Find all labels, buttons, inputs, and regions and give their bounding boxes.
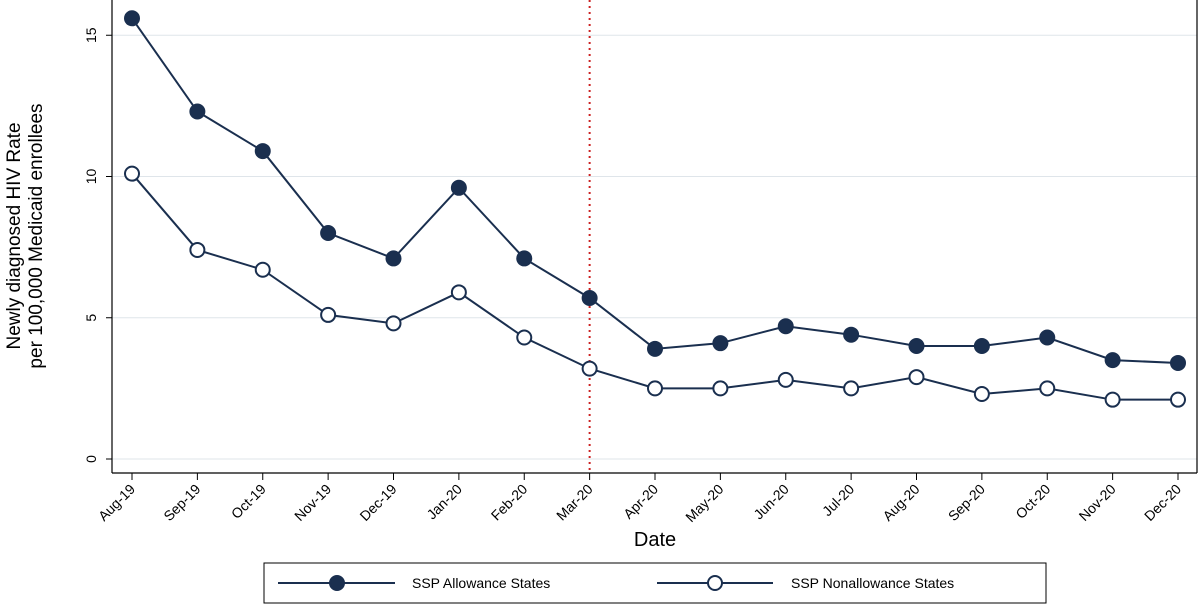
x-tick-label: Nov-19 — [291, 481, 334, 524]
x-tick-label: Nov-20 — [1076, 481, 1119, 524]
data-point — [254, 143, 271, 160]
y-tick-label: 0 — [83, 455, 99, 463]
x-tick-label: Dec-20 — [1141, 481, 1184, 524]
data-point — [1039, 329, 1056, 346]
data-point — [777, 371, 794, 388]
data-point — [189, 103, 206, 120]
data-point — [385, 315, 402, 332]
data-point — [973, 338, 990, 354]
x-tick-label: Apr-20 — [620, 481, 661, 522]
series-line-1 — [131, 173, 1178, 401]
data-point — [581, 360, 598, 377]
y-axis-title-line1: Newly diagnosed HIV Rate — [4, 122, 25, 349]
data-point — [973, 386, 990, 403]
legend-marker-allowance — [329, 575, 345, 591]
data-point — [516, 250, 533, 267]
x-tick-label: Jun-20 — [750, 481, 792, 523]
data-point — [254, 261, 271, 278]
x-tick-label: Dec-19 — [356, 481, 399, 524]
y-tick-label: 5 — [83, 314, 99, 322]
data-point — [450, 179, 467, 196]
data-point — [1170, 391, 1186, 408]
x-tick-label: Oct-19 — [228, 481, 269, 522]
x-tick-label: Aug-20 — [879, 481, 922, 524]
data-point — [320, 225, 337, 241]
data-point — [1104, 391, 1121, 408]
x-tick-label: Sep-19 — [160, 481, 203, 524]
data-point — [1104, 352, 1121, 369]
data-point — [1170, 354, 1186, 371]
gridlines — [112, 34, 1197, 460]
x-axis-title: Date — [634, 529, 676, 551]
data-point — [581, 289, 598, 306]
x-tick-label: Jul-20 — [819, 481, 857, 519]
data-point — [647, 340, 663, 357]
series-group — [124, 10, 1186, 408]
x-tick-label: Mar-20 — [553, 481, 596, 524]
legend-marker-nonallowance — [707, 575, 723, 591]
x-tick-label: Feb-20 — [488, 481, 531, 524]
data-point — [843, 380, 860, 397]
x-tick-label: Oct-20 — [1012, 481, 1053, 522]
data-point — [320, 306, 337, 323]
x-axis-ticks: Aug-19 Sep-19 Oct-19 Nov-19 Dec-19 Jan-20 Feb-… — [95, 473, 1184, 525]
data-point — [189, 241, 206, 258]
legend-label-nonallowance: SSP Nonallowance States — [791, 575, 954, 591]
x-tick-label: Aug-19 — [95, 481, 138, 524]
y-axis-ticks: 0 5 10 15 — [83, 27, 112, 463]
y-axis-title-line2: per 100,000 Medicaid enrollees — [26, 103, 47, 368]
x-tick-label: May-20 — [682, 481, 726, 525]
y-tick-label: 10 — [83, 169, 99, 185]
series-line-0 — [131, 17, 1179, 364]
legend: SSP Allowance States SSP Nonallowance St… — [263, 562, 1047, 604]
data-point — [124, 165, 140, 182]
data-point — [712, 380, 729, 397]
data-point — [647, 380, 663, 397]
data-point — [385, 250, 402, 267]
legend-label-allowance: SSP Allowance States — [412, 575, 550, 591]
data-point — [777, 318, 794, 335]
x-tick-label: Sep-20 — [945, 481, 988, 524]
data-point — [1039, 380, 1056, 397]
data-point — [843, 326, 860, 343]
data-point — [712, 335, 729, 352]
x-tick-label: Jan-20 — [423, 481, 465, 523]
data-point — [908, 338, 925, 354]
data-point — [908, 369, 925, 386]
data-point — [450, 284, 467, 301]
data-point — [516, 329, 533, 346]
y-tick-label: 15 — [83, 27, 99, 43]
data-point — [124, 10, 140, 27]
